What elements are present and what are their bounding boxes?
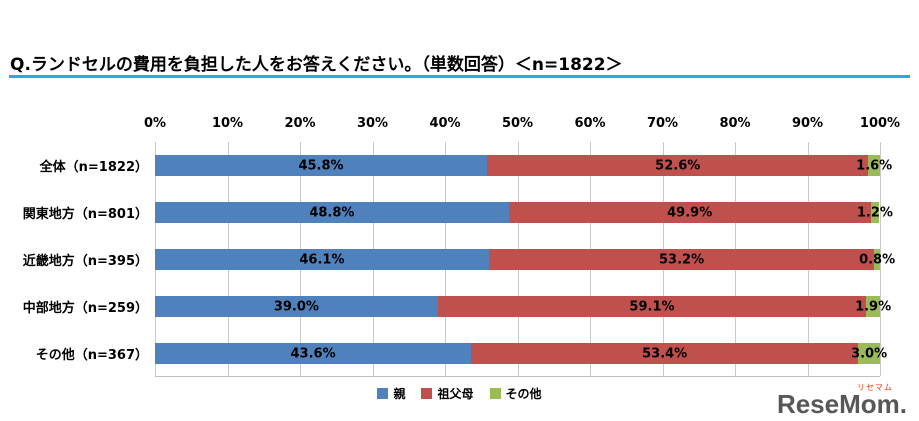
bar-value-label: 39.0% bbox=[273, 299, 319, 314]
x-axis-tick: 30% bbox=[356, 116, 389, 131]
x-axis-tick: 80% bbox=[719, 116, 751, 131]
bar-segment-grandparents: 59.1% bbox=[437, 296, 867, 317]
x-axis-tick: 50% bbox=[501, 116, 534, 131]
bar-value-label: 3.0% bbox=[851, 346, 888, 361]
legend-label-parent: 親 bbox=[393, 387, 406, 401]
plot-area: 45.8% 52.6% 1.6% 48.8% 49.9% 1.2% 46.1% 53.2% 0.… bbox=[155, 142, 895, 377]
logo-dot: . bbox=[899, 389, 907, 419]
category-label: 全体（n=1822） bbox=[39, 160, 148, 175]
legend: 親 祖父母 その他 bbox=[0, 385, 919, 402]
bar-segment-other: 3.0% bbox=[851, 343, 887, 364]
chart-row: 46.1% 53.2% 0.8% bbox=[155, 236, 895, 283]
bar-value-label: 49.9% bbox=[667, 205, 713, 220]
bar-segment-parent: 48.8% bbox=[155, 202, 509, 223]
category-label: 近畿地方（n=395） bbox=[22, 254, 148, 269]
bar-segment-grandparents: 49.9% bbox=[508, 202, 871, 223]
legend-swatch-parent bbox=[377, 388, 389, 399]
x-axis-tick: 0% bbox=[143, 116, 167, 131]
resemom-logo: リセマム ReseMom. bbox=[777, 382, 907, 417]
logo-wordmark: ReseMom bbox=[776, 389, 900, 419]
bar-segment-other: 0.8% bbox=[859, 249, 895, 270]
gridline bbox=[880, 142, 881, 376]
bar-value-label: 45.8% bbox=[298, 158, 344, 173]
category-label: その他（n=367） bbox=[35, 348, 148, 363]
bar-value-label: 59.1% bbox=[629, 299, 675, 314]
bar-value-label: 1.2% bbox=[856, 205, 893, 220]
x-axis-tick: 40% bbox=[429, 116, 461, 131]
category-labels: 全体（n=1822） 関東地方（n=801） 近畿地方（n=395） 中部地方（n=2… bbox=[0, 142, 148, 377]
x-axis-tick: 60% bbox=[574, 116, 606, 131]
bar-segment-parent: 46.1% bbox=[155, 249, 489, 270]
logo-kana-label: リセマム bbox=[857, 383, 893, 392]
chart-row: 45.8% 52.6% 1.6% bbox=[155, 142, 892, 189]
bar-value-label: 0.8% bbox=[859, 252, 896, 267]
legend-item-other: その他 bbox=[489, 385, 542, 402]
x-axis-tick: 20% bbox=[284, 116, 316, 131]
bar-value-label: 53.2% bbox=[658, 252, 705, 267]
bar-segment-parent: 45.8% bbox=[155, 155, 488, 176]
bar-segment-other: 1.9% bbox=[855, 296, 891, 317]
bar-segment-parent: 39.0% bbox=[155, 296, 438, 317]
bar-value-label: 46.1% bbox=[299, 252, 345, 267]
chart-row: 39.0% 59.1% 1.9% bbox=[155, 283, 891, 330]
chart-question-title: Q.ランドセルの費用を負担した人をお答えください。（単数回答）＜n=1822＞ bbox=[10, 55, 623, 75]
bar-segment-parent: 43.6% bbox=[155, 343, 472, 364]
legend-swatch-grandparents bbox=[421, 388, 433, 399]
x-axis-ticks: 0% 10% 20% 30% 40% 50% 60% 70% 80% 90% 100% bbox=[144, 116, 900, 134]
bar-value-label: 48.8% bbox=[309, 205, 355, 220]
bar-value-label: 52.6% bbox=[655, 158, 701, 173]
bar-segment-grandparents: 53.2% bbox=[488, 249, 875, 270]
bar-rows: 45.8% 52.6% 1.6% 48.8% 49.9% 1.2% 46.1% 53.2% 0.… bbox=[155, 142, 895, 377]
chart-row: 43.6% 53.4% 3.0% bbox=[155, 330, 887, 377]
chart-row: 48.8% 49.9% 1.2% bbox=[155, 189, 893, 236]
bar-segment-grandparents: 52.6% bbox=[487, 155, 869, 176]
bar-value-label: 43.6% bbox=[290, 346, 336, 361]
title-underline bbox=[9, 75, 910, 78]
legend-item-grandparents: 祖父母 bbox=[421, 385, 474, 402]
bar-value-label: 1.9% bbox=[855, 299, 892, 314]
bar-value-label: 53.4% bbox=[642, 346, 688, 361]
x-axis-tick: 100% bbox=[859, 116, 901, 131]
bar-segment-other: 1.6% bbox=[856, 155, 892, 176]
bar-segment-grandparents: 53.4% bbox=[471, 343, 859, 364]
category-label: 関東地方（n=801） bbox=[22, 207, 148, 222]
bar-value-label: 1.6% bbox=[856, 158, 893, 173]
x-axis-tick: 10% bbox=[211, 116, 244, 131]
category-label: 中部地方（n=259） bbox=[22, 301, 148, 316]
legend-item-parent: 親 bbox=[377, 385, 405, 402]
legend-swatch-other bbox=[489, 388, 501, 399]
logo-text: ReseMom. bbox=[777, 391, 907, 417]
legend-label-grandparents: 祖父母 bbox=[437, 387, 474, 401]
bar-segment-other: 1.2% bbox=[857, 202, 893, 223]
x-axis-tick: 70% bbox=[646, 116, 679, 131]
legend-label-other: その他 bbox=[505, 387, 542, 401]
x-axis-tick: 90% bbox=[791, 116, 824, 131]
